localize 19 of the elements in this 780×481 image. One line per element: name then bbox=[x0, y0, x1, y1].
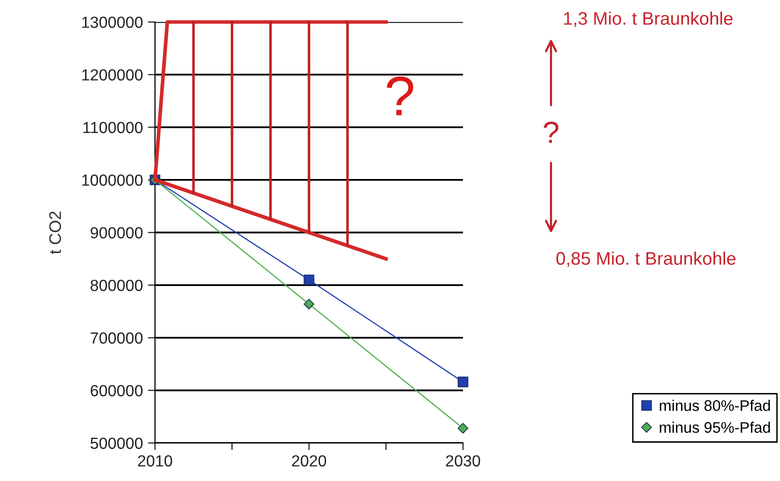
text: 1,3 Mio. t Braunkohle bbox=[564, 12, 733, 27]
y-tick-label: 500000 bbox=[90, 438, 143, 449]
x-tick-label: 2030 bbox=[446, 455, 480, 467]
y-tick-label: 1300000 bbox=[82, 16, 143, 28]
x-tick-label: 2010 bbox=[138, 455, 172, 467]
y-axis-title: t CO2 bbox=[49, 212, 62, 254]
y-tick-label: 1100000 bbox=[83, 122, 143, 134]
y-tick-label: 800000 bbox=[90, 280, 143, 292]
text: ? bbox=[544, 122, 558, 143]
x-tick-label: 2020 bbox=[292, 455, 326, 467]
legend-label: minus 80%-Pfad bbox=[660, 400, 770, 411]
y-tick-label: 600000 bbox=[90, 385, 143, 396]
y-tick-label: 900000 bbox=[90, 227, 143, 238]
legend-label: minus 95%-Pfad bbox=[660, 422, 770, 433]
y-tick-label: 700000 bbox=[90, 332, 143, 344]
annotation: ? bbox=[386, 76, 414, 116]
y-tick-label: 1200000 bbox=[82, 69, 143, 81]
y-tick-label: 1000000 bbox=[82, 174, 143, 186]
text: 0,85 Mio. t Braunkohle bbox=[556, 252, 736, 267]
